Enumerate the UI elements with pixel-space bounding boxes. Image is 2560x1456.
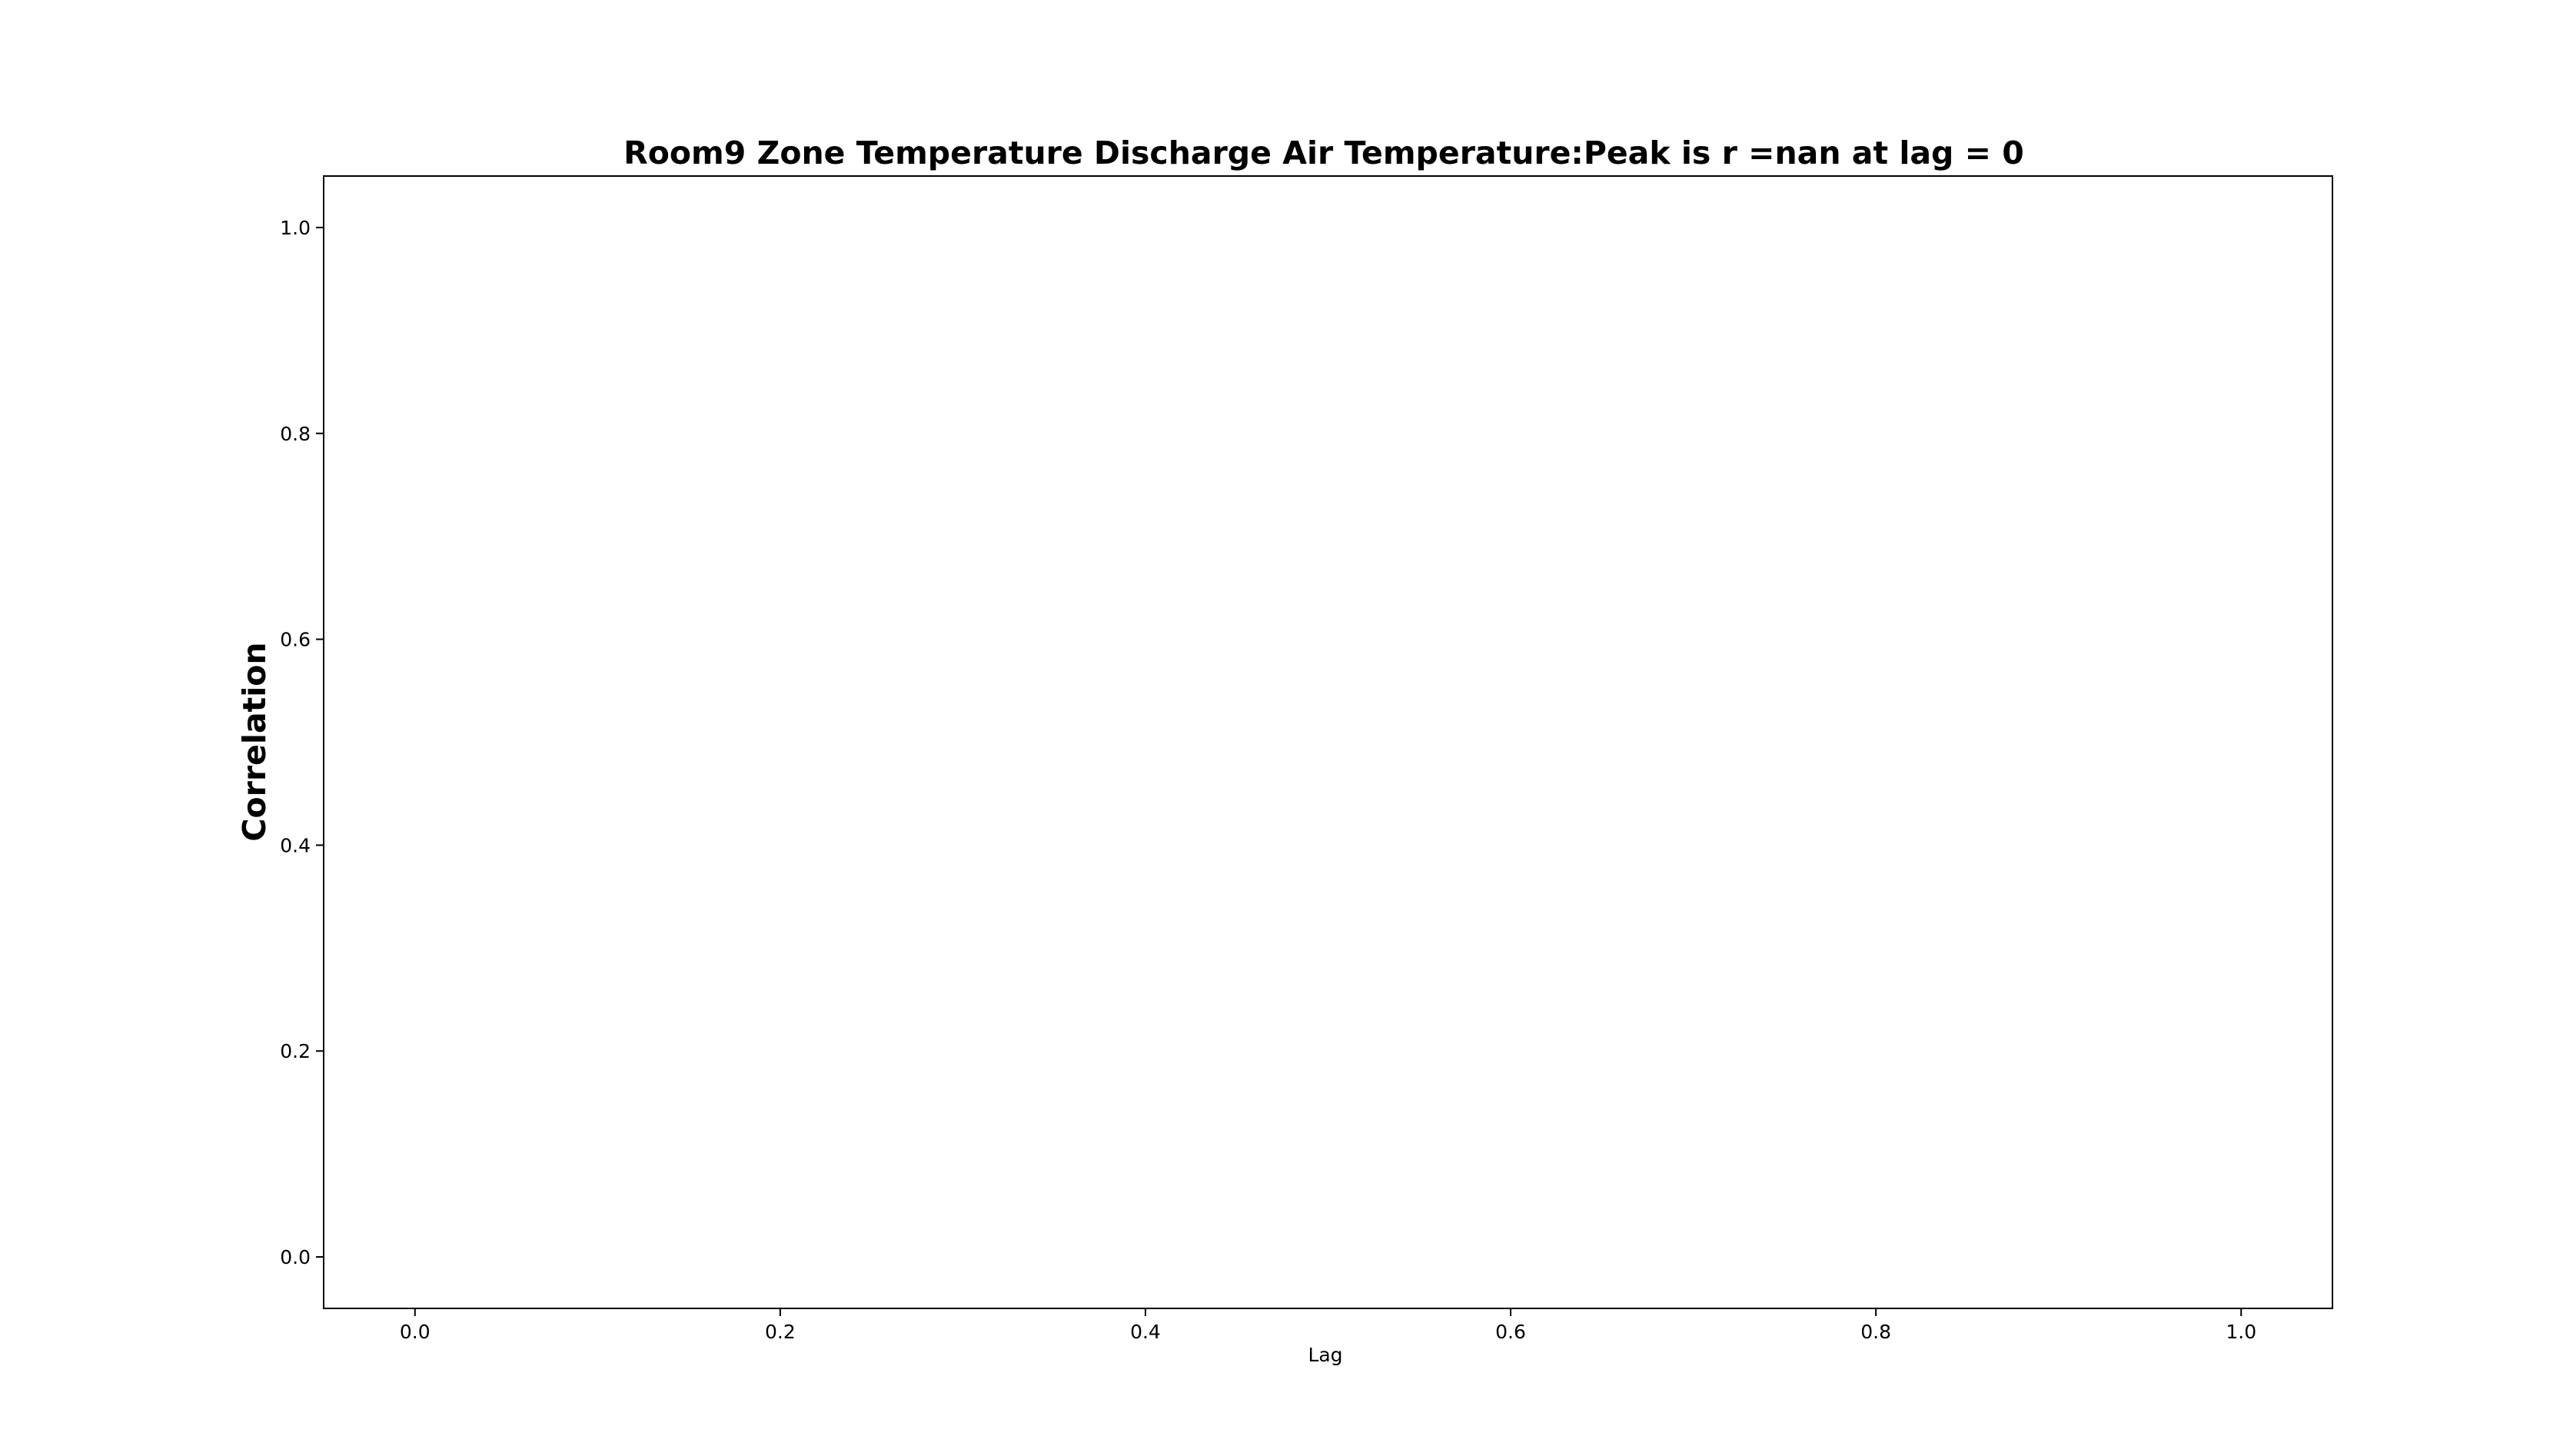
x-tick-label: 0.0 — [400, 1321, 431, 1343]
y-tick-label: 0.2 — [280, 1040, 311, 1062]
y-tick-label: 0.8 — [280, 423, 311, 445]
x-tick-label: 0.8 — [1860, 1321, 1891, 1343]
x-tick-label: 1.0 — [2226, 1321, 2256, 1343]
y-tick-label: 1.0 — [280, 217, 311, 239]
x-tick-label: 0.4 — [1130, 1321, 1161, 1343]
y-axis-label: Correlation — [236, 642, 273, 841]
chart-title: Room9 Zone Temperature Discharge Air Tem… — [623, 135, 2024, 171]
y-tick-label: 0.6 — [280, 629, 311, 651]
y-tick-label: 0.4 — [280, 834, 311, 856]
plot-area: 0.0 0.2 0.4 0.6 0.8 1.0 0.0 0.2 0.4 0.6 0.8 1.0 — [280, 175, 2333, 1343]
y-tick-label: 0.0 — [280, 1246, 311, 1268]
axes-frame — [323, 175, 2333, 1309]
x-axis-label: Lag — [1308, 1344, 1342, 1366]
x-tick-label: 0.6 — [1495, 1321, 1526, 1343]
x-tick-label: 0.2 — [765, 1321, 796, 1343]
